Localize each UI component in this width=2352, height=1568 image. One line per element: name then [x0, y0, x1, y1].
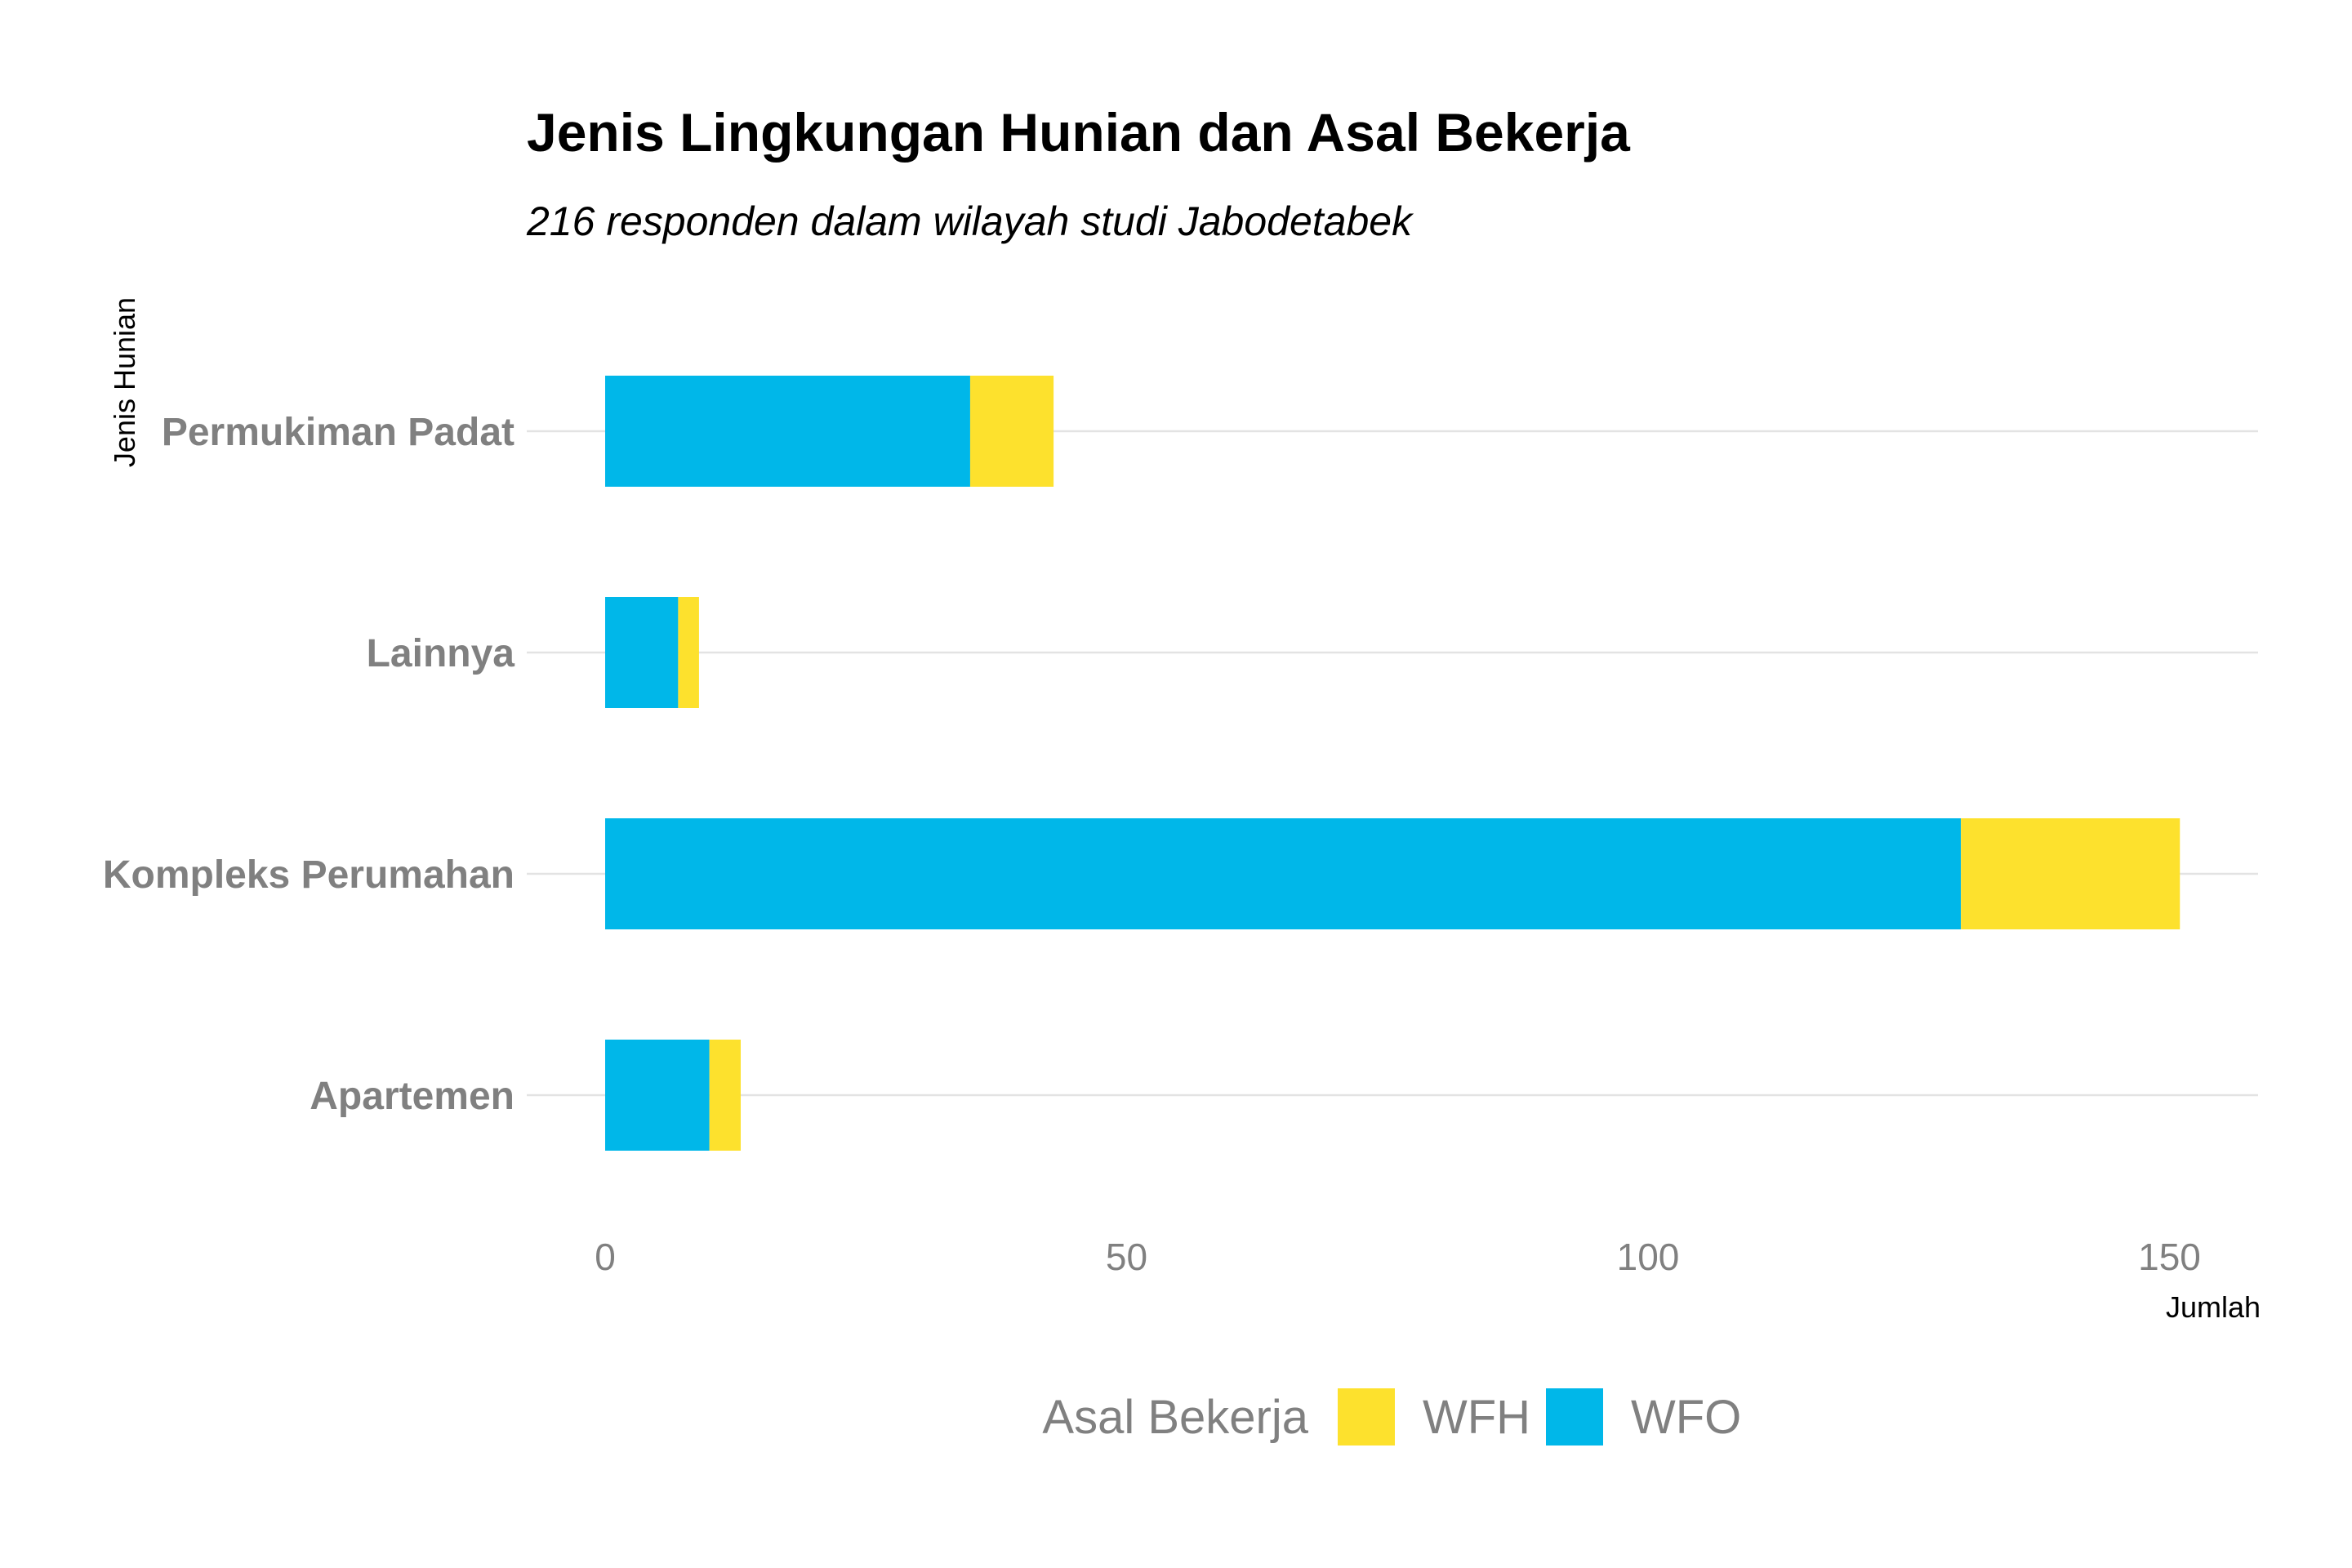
legend-swatch-wfo	[1546, 1388, 1603, 1446]
bar-lainnya-wfo	[605, 597, 679, 708]
bar-kompleks-perumahan-wfh	[1961, 818, 2180, 929]
x-tick-labels: 0 50 100 150	[595, 1236, 2201, 1278]
bar-lainnya-wfh	[678, 597, 699, 708]
bars	[605, 376, 2180, 1151]
legend-swatch-wfh	[1338, 1388, 1395, 1446]
chart-subtitle: 216 responden dalam wilayah studi Jabode…	[526, 198, 1414, 244]
x-tick-label-100: 100	[1617, 1236, 1680, 1278]
bar-permukiman-padat-wfh	[969, 376, 1054, 487]
legend: Asal Bekerja WFH WFO	[1042, 1388, 1741, 1446]
bar-permukiman-padat-wfo	[605, 376, 970, 487]
x-tick-label-150: 150	[2138, 1236, 2201, 1278]
category-label-kompleks-perumahan: Kompleks Perumahan	[103, 853, 514, 897]
legend-label-wfo: WFO	[1631, 1391, 1741, 1444]
y-axis-title: Jenis Hunian	[108, 297, 141, 467]
bar-apartemen-wfo	[605, 1040, 710, 1151]
category-label-permukiman-padat: Permukiman Padat	[162, 411, 514, 454]
legend-label-wfh: WFH	[1423, 1391, 1530, 1444]
category-label-lainnya: Lainnya	[367, 632, 515, 675]
category-labels: Permukiman Padat Lainnya Kompleks Perumaha…	[103, 411, 514, 1118]
x-axis-title: Jumlah	[2166, 1290, 2261, 1324]
gridlines	[527, 430, 2258, 1097]
chart-title: Jenis Lingkungan Hunian dan Asal Bekerja	[527, 102, 1631, 163]
x-tick-label-50: 50	[1106, 1236, 1147, 1278]
bar-apartemen-wfh	[709, 1040, 742, 1151]
x-tick-label-0: 0	[595, 1236, 616, 1278]
legend-title: Asal Bekerja	[1042, 1391, 1308, 1444]
category-label-apartemen: Apartemen	[310, 1075, 514, 1118]
bar-kompleks-perumahan-wfo	[605, 818, 1962, 929]
